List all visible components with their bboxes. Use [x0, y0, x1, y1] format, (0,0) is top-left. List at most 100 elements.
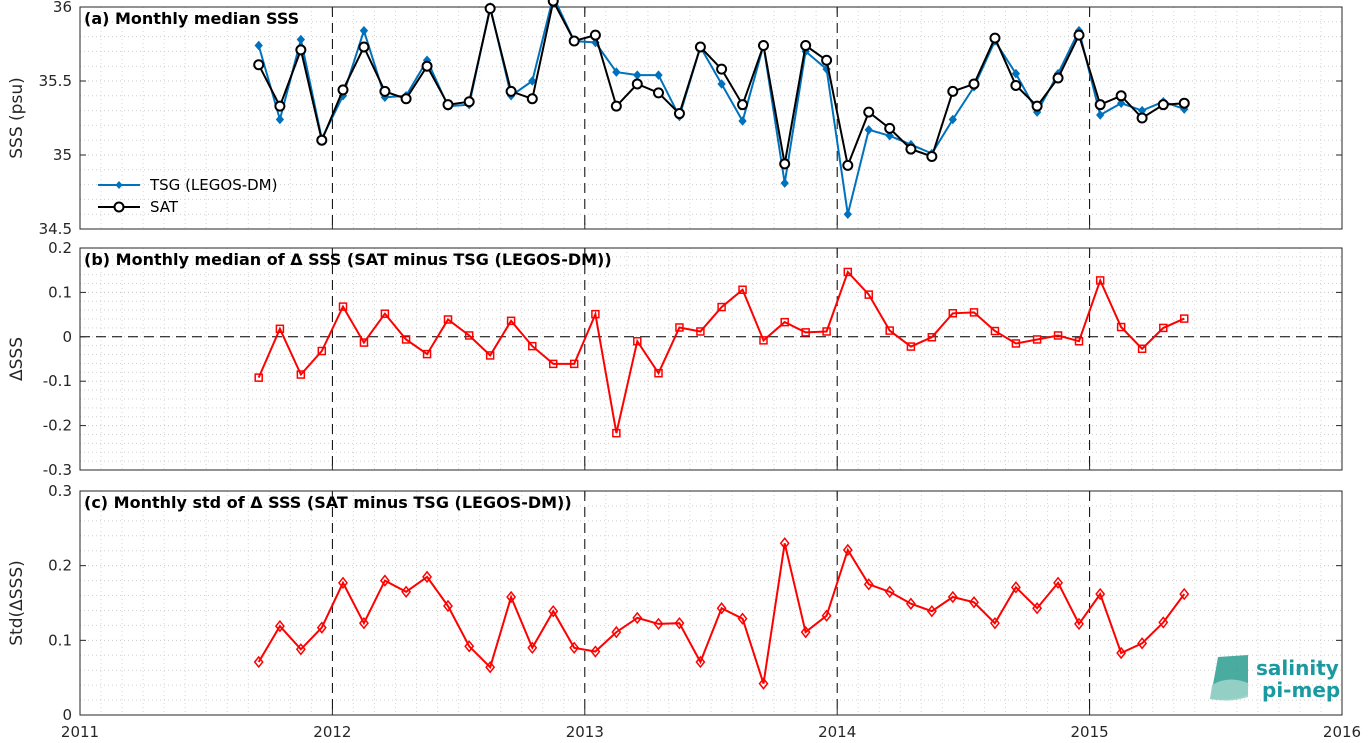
data-point — [843, 267, 853, 277]
y-tick-label: 0.3 — [48, 482, 72, 500]
legend-marker — [115, 181, 123, 189]
data-point — [253, 655, 264, 669]
data-point — [631, 78, 643, 90]
data-point — [737, 612, 748, 625]
data-point — [464, 640, 475, 653]
data-point — [526, 93, 538, 105]
data-point — [673, 108, 685, 120]
data-point — [1074, 617, 1084, 631]
data-point — [422, 349, 432, 359]
data-point — [1179, 587, 1190, 601]
data-point — [484, 2, 496, 14]
data-point — [611, 625, 622, 639]
data-point — [1011, 339, 1021, 348]
data-point — [1116, 322, 1126, 332]
y-tick-label: -0.2 — [43, 417, 72, 435]
data-point — [1011, 68, 1021, 79]
data-point — [1158, 616, 1169, 629]
data-point — [821, 609, 832, 622]
data-point — [1137, 637, 1148, 650]
data-point — [380, 309, 390, 318]
x-tick-label: 2014 — [818, 723, 856, 741]
data-point — [927, 332, 937, 342]
data-point — [947, 590, 958, 604]
data-point — [947, 85, 959, 97]
x-tick-label: 2013 — [566, 723, 604, 741]
data-point — [758, 677, 769, 690]
data-point — [1136, 112, 1148, 124]
data-point — [738, 285, 747, 294]
data-point — [295, 643, 306, 656]
data-point — [633, 70, 642, 80]
data-point — [548, 605, 559, 618]
x-tick-label: 2015 — [1071, 723, 1109, 741]
data-point — [358, 41, 370, 53]
data-point — [696, 327, 705, 336]
x-tick-label: 2016 — [1323, 723, 1361, 741]
data-point — [528, 76, 537, 86]
data-point — [338, 576, 348, 590]
axes-box — [79, 6, 1343, 230]
data-point — [568, 35, 580, 47]
data-point — [738, 116, 747, 126]
data-point — [442, 99, 454, 111]
data-point — [1052, 72, 1064, 84]
data-point — [675, 323, 684, 332]
data-point — [864, 125, 873, 135]
data-point — [547, 0, 559, 7]
y-tick-label: 0.1 — [48, 631, 72, 649]
data-point — [926, 605, 937, 618]
data-point — [422, 570, 433, 584]
data-point — [1010, 79, 1022, 91]
data-point — [694, 41, 706, 53]
axes-box — [79, 247, 1343, 471]
data-point — [296, 370, 306, 379]
y-tick-label: 34.5 — [39, 220, 72, 238]
data-point — [612, 67, 621, 77]
y-tick-label: 36 — [53, 0, 72, 16]
panel-title: (b) Monthly median of Δ SSS (SAT minus T… — [84, 250, 612, 269]
series-line — [257, 0, 1185, 215]
data-point — [549, 359, 558, 369]
data-point — [1095, 276, 1105, 285]
data-point — [842, 159, 854, 171]
logo-wave-shade-icon — [1210, 679, 1248, 701]
y-tick-label: -0.3 — [43, 461, 72, 479]
data-point — [884, 585, 895, 599]
data-point — [864, 290, 873, 299]
data-point — [653, 87, 665, 99]
data-point — [906, 342, 916, 351]
data-point — [569, 359, 579, 369]
data-point — [885, 326, 894, 335]
data-point — [1031, 100, 1043, 112]
data-point — [1116, 646, 1127, 660]
y-tick-label: 0 — [62, 328, 72, 346]
data-point — [843, 209, 852, 219]
data-point — [968, 78, 980, 90]
series-delta — [254, 267, 1189, 438]
data-point — [443, 315, 453, 324]
legend-marker — [113, 201, 125, 213]
data-point — [316, 134, 328, 146]
data-point — [822, 327, 831, 336]
logo-line2: pi-mep — [1262, 678, 1340, 702]
data-point — [716, 63, 728, 75]
y-axis-label: ΔSSS — [7, 337, 27, 381]
data-point — [779, 158, 791, 170]
data-point — [295, 44, 307, 56]
data-point — [1074, 336, 1084, 346]
data-point — [591, 309, 600, 319]
series-tsg-legos-dm- — [254, 0, 1189, 219]
data-point — [989, 32, 1001, 44]
data-point — [654, 368, 663, 378]
data-point — [1157, 99, 1169, 111]
data-point — [254, 40, 263, 51]
panel-3: 0 0.1 0.2 0.3 2011 2012 2013 2014 2015 2016 Std(ΔS… — [7, 482, 1361, 741]
data-point — [1095, 587, 1106, 601]
data-point — [1010, 581, 1021, 594]
data-point — [653, 617, 664, 631]
data-point — [905, 597, 916, 610]
data-point — [779, 537, 790, 550]
data-point — [358, 616, 369, 630]
